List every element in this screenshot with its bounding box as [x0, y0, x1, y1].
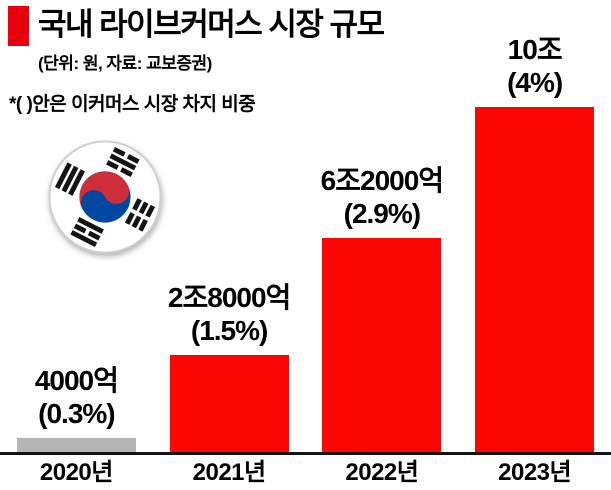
bar-column-4: 10조 (4%): [458, 33, 611, 452]
x-axis-label: 2023년: [498, 459, 572, 486]
bar-value-label: 4000억 (0.3%): [34, 364, 119, 431]
chart-header: 국내 라이브커머스 시장 규모 (단위: 원, 자료: 교보증권) *( )안은…: [8, 6, 598, 116]
bar-3: [322, 238, 442, 452]
footnote: *( )안은 이커머스 시장 차지 비중: [9, 94, 256, 115]
bar-value-label: 10조 (4%): [507, 33, 563, 100]
bar-share-text: (1.5%): [190, 315, 268, 347]
bar-column-2: 2조8000억 (1.5%): [153, 281, 306, 452]
bar-column-3: 6조2000억 (2.9%): [306, 164, 459, 452]
bar-1: [16, 438, 136, 452]
bar-amount-text: 4000억: [34, 364, 119, 396]
bar-2: [169, 355, 289, 452]
bar-value-label: 2조8000억 (1.5%): [167, 281, 291, 348]
bar-amount-text: 2조8000억: [167, 281, 291, 313]
bar-value-label: 6조2000억 (2.9%): [320, 164, 444, 231]
bar-amount-text: 6조2000억: [320, 164, 444, 196]
x-axis-line: [0, 452, 611, 455]
x-axis-labels: 2020년 2021년 2022년 2023년: [0, 452, 611, 487]
chart-title: 국내 라이브커머스 시장 규모: [38, 7, 385, 42]
unit-source-note: (단위: 원, 자료: 교보증권): [38, 54, 212, 73]
x-axis-label: 2020년: [39, 459, 113, 486]
x-axis-label: 2022년: [345, 459, 419, 486]
bar-amount-text: 10조: [507, 33, 563, 65]
bar-column-1: 4000억 (0.3%): [0, 364, 153, 452]
bar-plot-area: 4000억 (0.3%) 2조8000억 (1.5%) 6조2000억 (2.9%) 10조…: [0, 26, 611, 452]
x-axis-label: 2021년: [192, 459, 266, 486]
south-korea-flag-icon: [46, 138, 164, 256]
bar-share-text: (4%): [507, 67, 563, 99]
title-accent-bar: [8, 6, 29, 46]
bar-share-text: (2.9%): [343, 198, 421, 230]
bar-share-text: (0.3%): [38, 398, 115, 430]
bar-4: [475, 107, 595, 452]
